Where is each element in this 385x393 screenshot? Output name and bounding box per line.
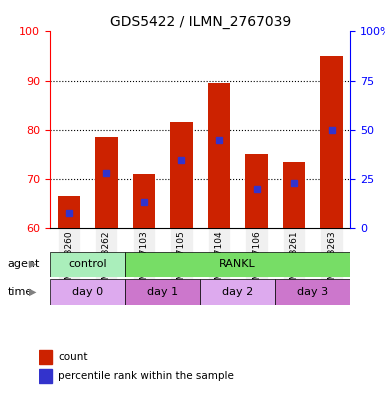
Text: day 1: day 1 [147, 287, 178, 297]
Bar [283, 162, 305, 228]
Text: time: time [8, 286, 33, 297]
Bar [50, 252, 125, 277]
Bar [125, 279, 200, 305]
Bar [58, 196, 80, 228]
Text: count: count [58, 352, 88, 362]
Bar [170, 122, 193, 228]
Bar [275, 279, 350, 305]
Text: RANKL: RANKL [219, 259, 256, 269]
Text: ▶: ▶ [29, 259, 37, 269]
Bar [38, 350, 52, 364]
Bar [208, 83, 230, 228]
Bar [200, 279, 275, 305]
Bar [95, 137, 118, 228]
Title: GDS5422 / ILMN_2767039: GDS5422 / ILMN_2767039 [110, 15, 291, 29]
Text: day 0: day 0 [72, 287, 103, 297]
Text: percentile rank within the sample: percentile rank within the sample [58, 371, 234, 382]
Text: agent: agent [8, 259, 40, 269]
Text: day 3: day 3 [297, 287, 328, 297]
Text: control: control [68, 259, 107, 269]
Text: day 2: day 2 [222, 287, 253, 297]
Bar [132, 174, 155, 228]
Bar [245, 154, 268, 228]
Bar [38, 369, 52, 383]
Bar [50, 279, 125, 305]
Text: ▶: ▶ [29, 286, 37, 297]
Bar [125, 252, 350, 277]
Bar [320, 56, 343, 228]
